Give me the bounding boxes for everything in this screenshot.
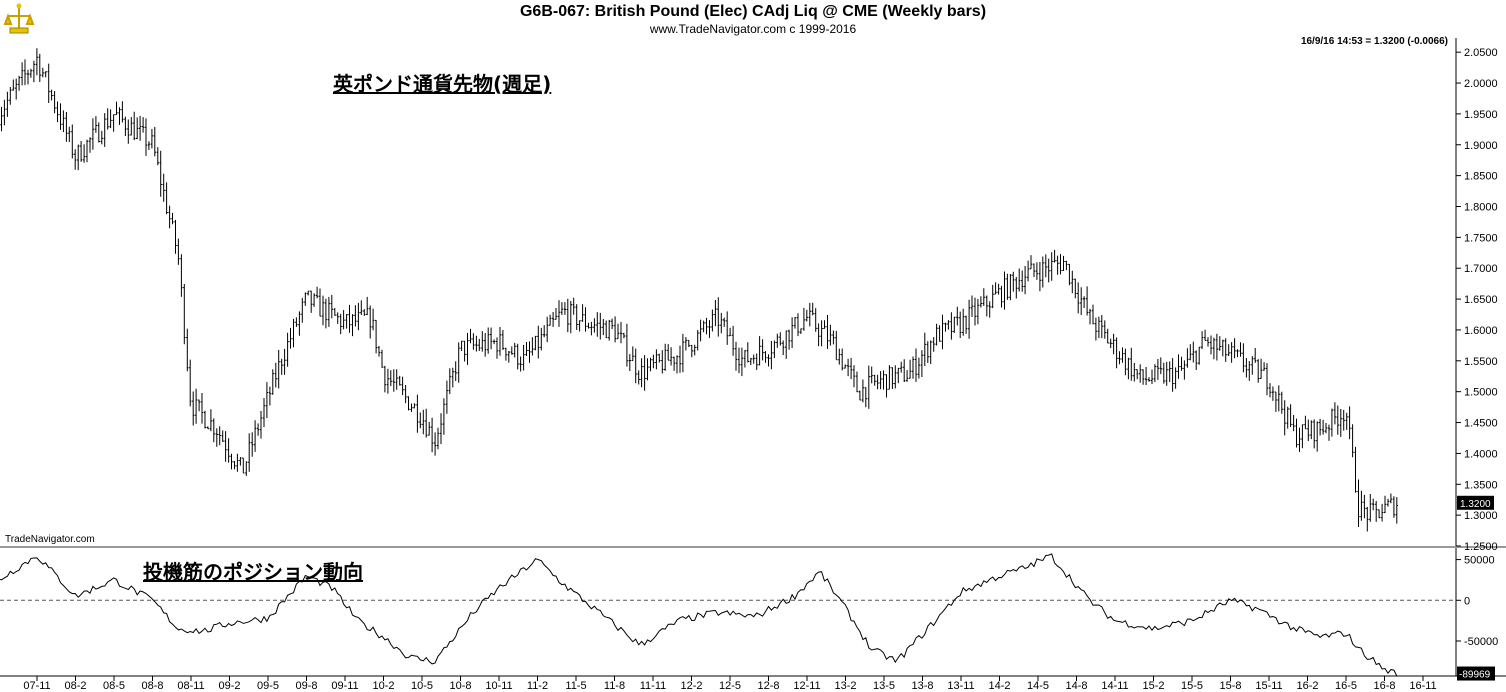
x-tick-label-12: 10-11	[485, 680, 512, 692]
price-y-tick-label-4: 1.8500	[1464, 171, 1498, 183]
x-tick-label-9: 10-2	[372, 680, 394, 692]
price-y-tick-label-15: 1.3000	[1464, 510, 1498, 522]
price-y-tick-label-1: 2.0000	[1464, 78, 1498, 90]
x-tick-label-16: 11-11	[640, 680, 667, 692]
x-tick-label-17: 12-2	[680, 680, 702, 692]
x-tick-label-18: 12-5	[719, 680, 741, 692]
price-y-tick-label-11: 1.5000	[1464, 387, 1498, 399]
x-tick-label-26: 14-5	[1027, 680, 1049, 692]
x-tick-label-32: 15-11	[1255, 680, 1282, 692]
price-y-tick-label-5: 1.8000	[1464, 201, 1498, 213]
x-tick-label-11: 10-8	[449, 680, 471, 692]
chart-title: G6B-067: British Pound (Elec) CAdj Liq @…	[519, 3, 987, 20]
last-quote-text: 16/9/16 14:53 = 1.3200 (-0.0066)	[1300, 36, 1448, 47]
x-tick-label-21: 13-2	[834, 680, 856, 692]
cot-last-tag-label: -89969	[1459, 670, 1491, 681]
price-y-tick-label-16: 1.2500	[1464, 541, 1498, 553]
x-tick-label-1: 08-2	[64, 680, 86, 692]
price-y-tick-label-6: 1.7500	[1464, 232, 1498, 244]
x-tick-label-31: 15-8	[1219, 680, 1241, 692]
x-tick-label-36: 16-11	[1409, 680, 1436, 692]
x-tick-label-24: 13-11	[947, 680, 974, 692]
x-tick-label-28: 14-11	[1101, 680, 1128, 692]
price-panel	[0, 48, 1398, 532]
x-tick-label-7: 09-8	[295, 680, 317, 692]
chart-header: G6B-067: British Pound (Elec) CAdj Liq @…	[0, 0, 1506, 38]
x-tick-label-33: 16-2	[1296, 680, 1318, 692]
cot-y-tick-label-2: -50000	[1464, 636, 1498, 648]
x-tick-label-8: 09-11	[331, 680, 358, 692]
x-tick-label-35: 16-8	[1373, 680, 1395, 692]
x-tick-label-20: 12-11	[793, 680, 820, 692]
cot-y-tick-label-0: 50000	[1464, 555, 1495, 567]
cot-last-tag	[1457, 666, 1495, 681]
price-y-tick-label-12: 1.4500	[1464, 418, 1498, 430]
x-tick-label-10: 10-5	[411, 680, 433, 692]
cot-line	[0, 553, 1398, 677]
price-y-tick-label-3: 1.9000	[1464, 140, 1498, 152]
x-tick-label-5: 09-2	[218, 680, 240, 692]
x-tick-label-30: 15-5	[1181, 680, 1203, 692]
price-y-tick-label-9: 1.6000	[1464, 325, 1498, 337]
x-tick-label-23: 13-8	[911, 680, 933, 692]
chart-subtitle: www.TradeNavigator.com c 1999-2016	[649, 22, 857, 36]
x-tick-label-3: 08-8	[141, 680, 163, 692]
cot-annotation: 投機筋のポジション動向	[143, 560, 363, 584]
price-last-tag	[1457, 495, 1494, 510]
x-tick-label-14: 11-5	[565, 680, 586, 692]
x-tick-label-29: 15-2	[1142, 680, 1164, 692]
x-tick-label-2: 08-5	[103, 680, 125, 692]
cot-panel	[0, 553, 1456, 677]
cot-y-tick-label-1: 0	[1464, 595, 1470, 607]
x-tick-label-13: 11-2	[527, 680, 548, 692]
x-tick-label-22: 13-5	[873, 680, 895, 692]
price-bars	[0, 48, 1398, 532]
watermark-text: TradeNavigator.com	[5, 534, 95, 545]
x-tick-label-25: 14-2	[988, 680, 1010, 692]
price-y-tick-label-0: 2.0500	[1464, 47, 1498, 59]
price-y-tick-label-14: 1.3500	[1464, 479, 1498, 491]
x-tick-label-6: 09-5	[257, 680, 279, 692]
x-tick-label-4: 08-11	[177, 680, 204, 692]
price-y-tick-label-8: 1.6500	[1464, 294, 1498, 306]
price-y-tick-label-10: 1.5500	[1464, 356, 1498, 368]
price-y-tick-label-13: 1.4000	[1464, 448, 1498, 460]
price-annotation: 英ポンド通貨先物(週足)	[333, 72, 552, 96]
price-last-tag-label: 1.3200	[1460, 499, 1491, 510]
axes: 2.0500 2.0000 1.9500 1.9000 1.8500 1.8000 1.75…	[0, 38, 1506, 692]
price-y-tick-label-7: 1.7000	[1464, 263, 1498, 275]
tradenavigator-logo-icon	[3, 3, 35, 34]
x-tick-label-0: 07-11	[23, 680, 50, 692]
x-tick-label-19: 12-8	[757, 680, 779, 692]
price-y-tick-label-2: 1.9500	[1464, 109, 1498, 121]
x-tick-label-27: 14-8	[1065, 680, 1087, 692]
x-tick-label-15: 11-8	[604, 680, 625, 692]
x-tick-label-34: 16-5	[1335, 680, 1357, 692]
